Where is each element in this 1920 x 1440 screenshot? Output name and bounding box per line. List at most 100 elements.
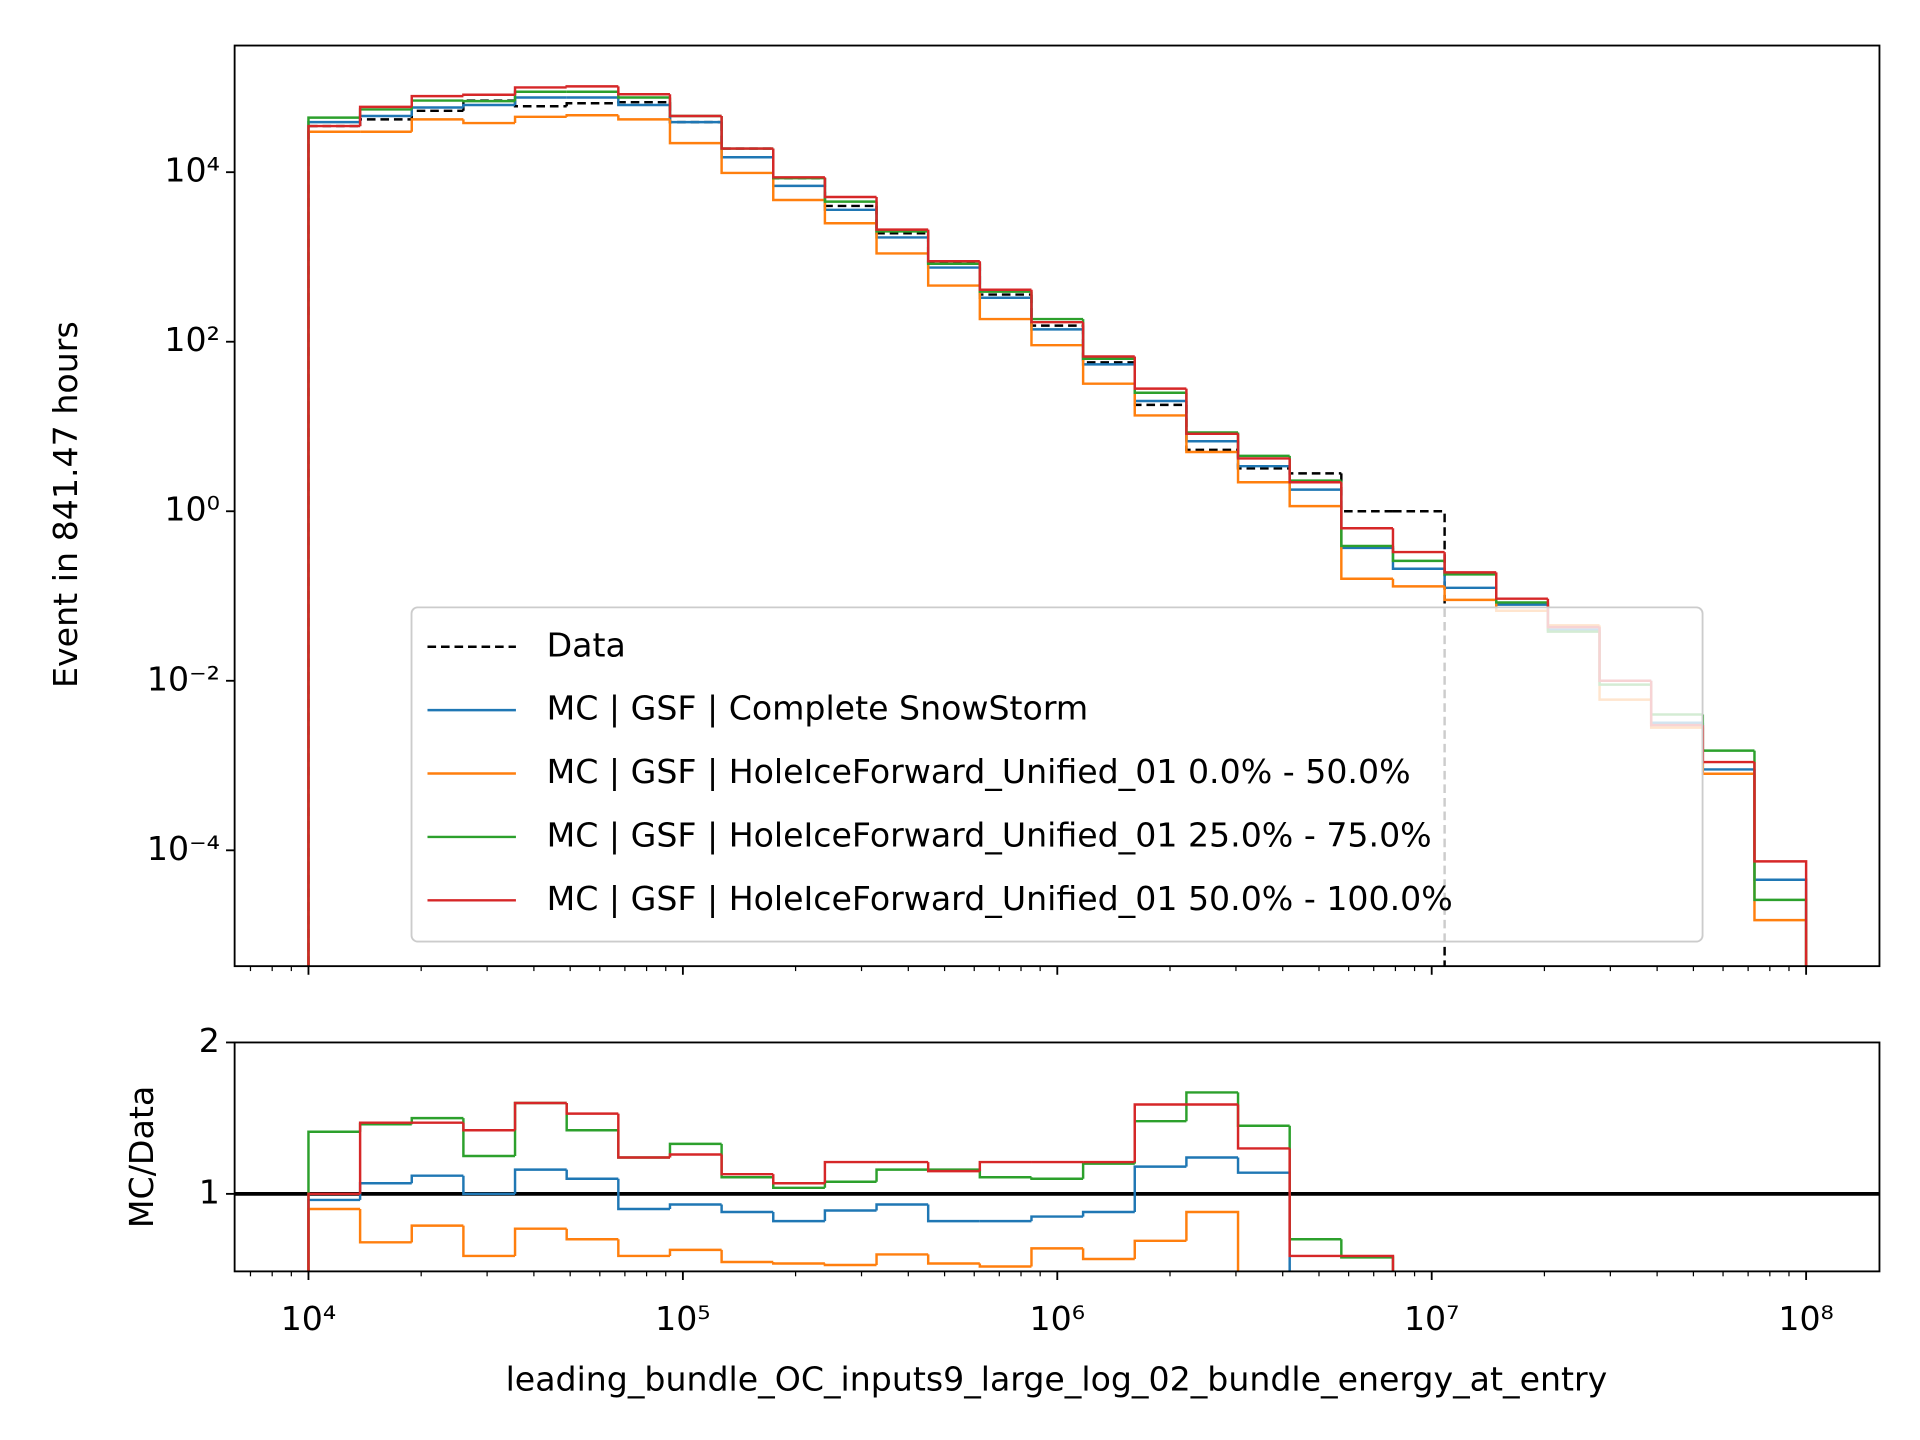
histogram-step: [358, 105, 412, 127]
histogram-step: [513, 96, 567, 106]
histogram-step: [823, 1160, 877, 1184]
histogram-step: [358, 1121, 412, 1194]
legend-label: MC | GSF | HoleIceForward_Unified_01 50.…: [547, 879, 1453, 918]
histogram-step: [1030, 319, 1084, 347]
histogram-step: [410, 118, 464, 132]
histogram-step: [720, 116, 774, 150]
histogram-step: [1030, 1215, 1084, 1222]
histogram-step: [1133, 364, 1187, 403]
histogram-step: [1133, 362, 1187, 407]
histogram-step: [565, 113, 619, 117]
y-axis-label: Event in 841.47 hours: [46, 321, 85, 688]
histogram-step: [668, 94, 722, 118]
histogram-step: [1753, 773, 1808, 967]
histogram-step: [1288, 482, 1342, 508]
histogram-step: [1340, 480, 1393, 548]
histogram-step: [720, 122, 774, 150]
histogram-step: [668, 1142, 722, 1158]
legend-label: MC | GSF | Complete SnowStorm: [547, 689, 1089, 728]
histogram-step: [875, 1203, 929, 1211]
histogram-step: [410, 109, 464, 120]
histogram-step: [565, 1103, 619, 1132]
histogram-step: [668, 102, 722, 124]
histogram-step: [1288, 455, 1342, 482]
plot-frame: [233, 44, 1881, 968]
histogram-step: [772, 1261, 825, 1265]
histogram-step: [1185, 388, 1239, 436]
histogram-step: [772, 148, 825, 179]
histogram-step: [410, 1224, 464, 1243]
histogram-step: [307, 1192, 361, 1272]
y-tick-label: 10⁴: [164, 151, 219, 190]
y-tick-label: 10⁻⁴: [147, 829, 220, 868]
histogram-step: [978, 1169, 1032, 1179]
histogram-step: [1185, 1210, 1240, 1272]
histogram-step: [617, 1130, 670, 1159]
histogram-step: [617, 115, 670, 121]
histogram-step: [1030, 1177, 1084, 1180]
histogram-step: [307, 120, 361, 967]
histogram-step: [926, 231, 980, 266]
histogram-step: [772, 148, 825, 180]
histogram-step: [462, 1225, 516, 1258]
histogram-step: [668, 119, 722, 145]
x-tick-label: 10⁶: [1030, 1299, 1085, 1338]
histogram-step: [358, 1122, 412, 1132]
histogram-step: [1392, 510, 1446, 967]
histogram-step: [513, 1101, 567, 1131]
histogram-step: [307, 1207, 361, 1272]
histogram-step: [513, 115, 567, 124]
histogram-step: [1340, 506, 1393, 580]
histogram-step: [565, 85, 619, 88]
histogram-step: [1753, 750, 1808, 967]
histogram-step: [1185, 1156, 1239, 1167]
histogram-step: [617, 86, 670, 96]
histogram-step: [1133, 1103, 1187, 1163]
histogram-step: [978, 261, 1032, 292]
histogram-step: [720, 122, 774, 159]
histogram-step: [772, 148, 825, 180]
histogram-step: [410, 94, 464, 107]
histogram-step: [1340, 473, 1393, 513]
histogram-step: [926, 233, 980, 264]
histogram-step: [513, 1101, 567, 1157]
histogram-step: [926, 229, 980, 263]
legend-label: MC | GSF | HoleIceForward_Unified_01 0.0…: [547, 752, 1411, 791]
histogram-step: [823, 177, 877, 199]
histogram-step: [823, 199, 877, 225]
histogram-step: [1081, 319, 1135, 360]
histogram-step: [1288, 1148, 1342, 1258]
histogram-step: [875, 223, 929, 255]
histogram-step: [1340, 1239, 1395, 1272]
histogram-step: [1495, 572, 1548, 600]
histogram-step: [1030, 1247, 1084, 1267]
histogram-step: [772, 157, 825, 188]
histogram-step: [772, 1174, 825, 1185]
histogram-step: [978, 285, 1032, 321]
x-axis-label: leading_bundle_OC_inputs9_large_log_02_b…: [506, 1359, 1608, 1398]
histogram-step: [1081, 325, 1135, 364]
histogram-step: [462, 1122, 516, 1132]
histogram-step: [978, 1263, 1032, 1268]
histogram-step: [307, 124, 361, 967]
histogram-step: [513, 86, 567, 95]
histogram-step: [1701, 725, 1755, 764]
histogram-step: [823, 1180, 877, 1188]
histogram-step: [1133, 1165, 1187, 1213]
histogram-step: [617, 100, 670, 104]
histogram-step: [926, 1204, 980, 1223]
histogram-step: [823, 1209, 877, 1222]
histogram-step: [668, 97, 722, 118]
histogram-step: [565, 1103, 619, 1115]
y-tick-label: 1: [199, 1172, 220, 1211]
histogram-step: [462, 1118, 516, 1158]
legend-box: [410, 606, 1704, 943]
histogram-step: [1753, 769, 1808, 967]
histogram-step: [668, 1203, 722, 1210]
histogram-step: [307, 116, 361, 967]
histogram-step: [978, 263, 1032, 293]
histogram-step: [875, 1168, 929, 1182]
x-tick-label: 10⁷: [1404, 1299, 1459, 1338]
histogram-step: [358, 1209, 412, 1244]
